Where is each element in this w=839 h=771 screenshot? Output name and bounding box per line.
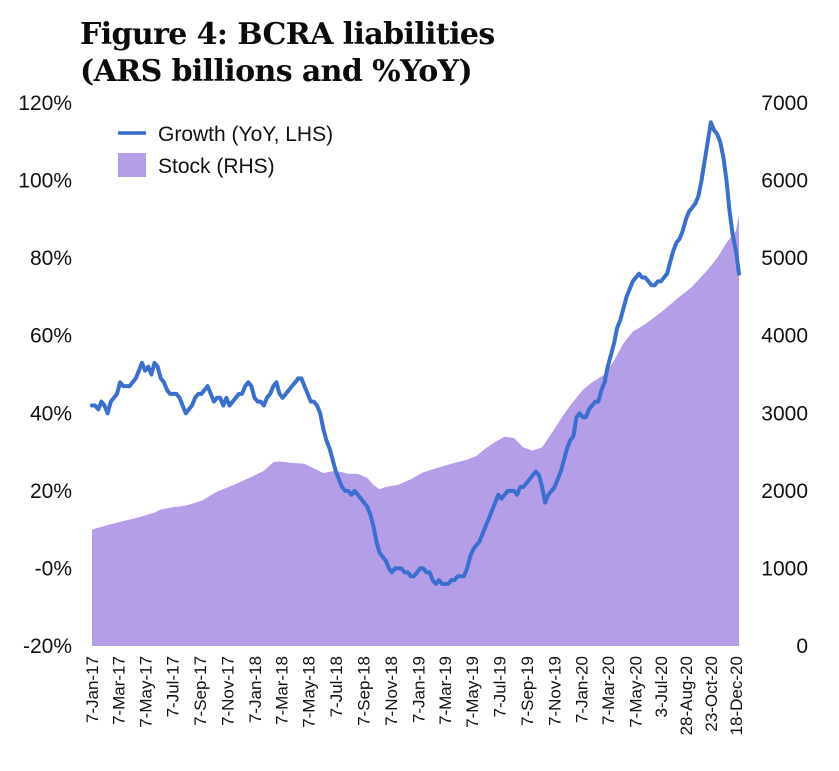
- left-tick-label: 80%: [30, 247, 72, 270]
- right-tick-label: 7000: [761, 92, 808, 115]
- x-tick-label: 7-Mar-19: [436, 656, 455, 725]
- x-tick-label: 7-Jan-19: [409, 656, 428, 723]
- chart-title: Figure 4: BCRA liabilities (ARS billions…: [80, 16, 495, 90]
- x-tick-label: 28-Aug-20: [677, 656, 696, 735]
- series-stock-area: [92, 215, 739, 646]
- right-tick-label: 5000: [761, 247, 808, 270]
- legend: Growth (YoY, LHS) Stock (RHS): [118, 123, 333, 178]
- chart-title-line2: (ARS billions and %YoY): [80, 54, 473, 89]
- left-axis: -20% -0% 20% 40% 60% 80% 100% 120%: [18, 92, 72, 658]
- left-tick-label: 20%: [30, 480, 72, 503]
- legend-growth-label: Growth (YoY, LHS): [158, 123, 333, 146]
- x-tick-label: 7-Mar-17: [109, 656, 128, 725]
- x-tick-label: 7-May-20: [627, 656, 646, 728]
- x-tick-label: 7-Nov-17: [219, 656, 238, 726]
- left-tick-label: 100%: [18, 170, 72, 193]
- x-tick-label: 7-Jul-18: [327, 656, 346, 717]
- x-tick-label: 7-May-17: [136, 656, 155, 728]
- x-tick-label: 7-May-18: [300, 656, 319, 728]
- x-tick-label: 7-May-19: [463, 656, 482, 728]
- right-tick-label: 6000: [761, 170, 808, 193]
- x-tick-label: 7-Jul-19: [490, 656, 509, 717]
- x-tick-label: 7-Jan-18: [246, 656, 265, 723]
- legend-stock-swatch: [118, 153, 146, 177]
- x-tick-label: 7-Sep-19: [518, 656, 537, 726]
- x-tick-label: 7-Mar-20: [599, 656, 618, 725]
- left-tick-label: 40%: [30, 402, 72, 425]
- x-tick-label: 7-Sep-17: [191, 656, 210, 726]
- right-tick-label: 2000: [761, 480, 808, 503]
- x-tick-label: 7-Nov-19: [545, 656, 564, 726]
- x-tick-label: 7-Nov-18: [382, 656, 401, 726]
- right-axis: 0 1000 2000 3000 4000 5000 6000 7000: [761, 92, 808, 658]
- x-tick-label: 7-Mar-18: [272, 656, 291, 725]
- left-tick-label: -20%: [23, 635, 72, 658]
- left-tick-label: -0%: [35, 557, 72, 580]
- x-tick-label: 7-Jul-17: [163, 656, 182, 717]
- area-layer: [92, 215, 739, 646]
- x-tick-label: 7-Jan-17: [83, 656, 102, 723]
- x-tick-label: 3-Jul-20: [652, 656, 671, 717]
- chart-title-line1: Figure 4: BCRA liabilities: [80, 17, 495, 52]
- right-tick-label: 0: [796, 635, 808, 658]
- left-tick-label: 60%: [30, 325, 72, 348]
- x-axis: 7-Jan-17 7-Mar-17 7-May-17 7-Jul-17 7-Sep-17…: [83, 656, 746, 735]
- left-tick-label: 120%: [18, 92, 72, 115]
- right-tick-label: 1000: [761, 557, 808, 580]
- series-growth-line: [90, 120, 741, 586]
- legend-stock-label: Stock (RHS): [158, 155, 275, 178]
- x-tick-label: 23-Oct-20: [702, 656, 721, 732]
- x-tick-label: 7-Jan-20: [573, 656, 592, 723]
- right-tick-label: 3000: [761, 402, 808, 425]
- right-tick-label: 4000: [761, 325, 808, 348]
- x-tick-label: 7-Sep-18: [355, 656, 374, 726]
- x-tick-label: 18-Dec-20: [727, 656, 746, 735]
- line-layer: [90, 120, 741, 586]
